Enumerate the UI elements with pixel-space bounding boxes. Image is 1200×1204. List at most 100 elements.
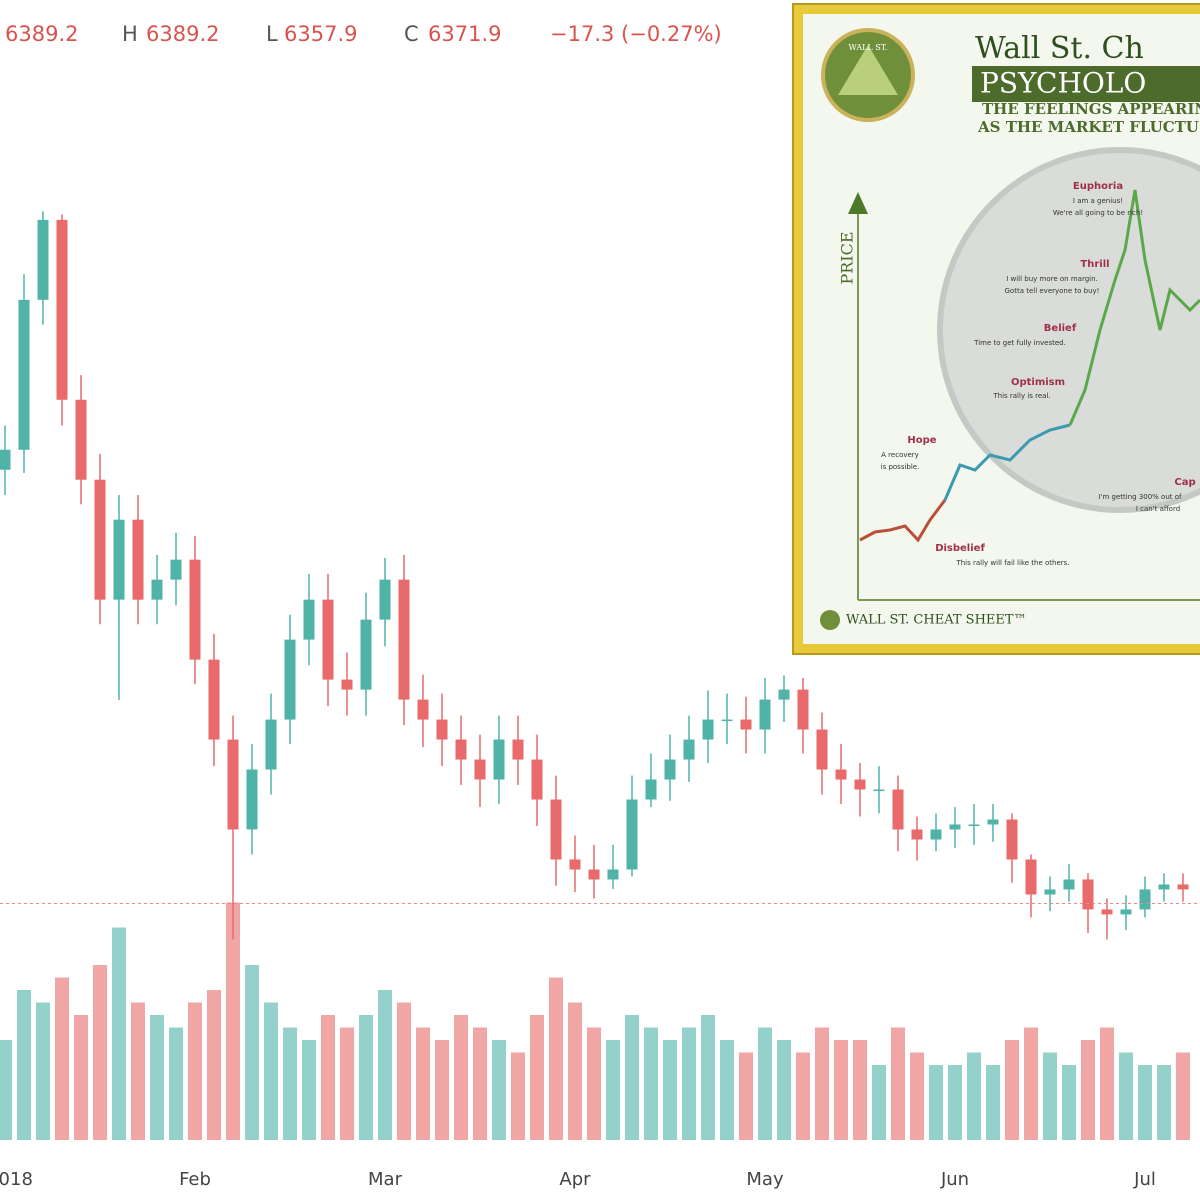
volume-bar <box>929 1065 943 1140</box>
inset-subtitle-2: AS THE MARKET FLUCTU <box>977 118 1199 136</box>
candle-body <box>398 579 410 700</box>
candle-body <box>569 859 581 870</box>
volume-bar <box>815 1027 829 1140</box>
volume-bar <box>606 1040 620 1140</box>
candle-body <box>835 769 847 780</box>
inset-curve <box>859 499 947 543</box>
stage-caption: This rally will fail like the others. <box>955 559 1069 567</box>
x-tick-label: Feb <box>179 1169 211 1190</box>
candle-body <box>626 799 638 870</box>
stage-caption: I can't afford <box>1136 505 1180 513</box>
volume-bar <box>682 1027 696 1140</box>
volume-bar <box>587 1027 601 1140</box>
volume-bar <box>644 1027 658 1140</box>
x-tick-label: 2018 <box>0 1169 33 1190</box>
candle-body <box>1082 879 1094 910</box>
candle-body <box>531 759 543 800</box>
candle-body <box>0 449 11 470</box>
volume-bar <box>1138 1065 1152 1140</box>
x-tick-label: Jun <box>940 1169 969 1190</box>
candle-body <box>151 579 163 600</box>
candle-body <box>265 719 277 770</box>
stage-name: Thrill <box>1080 259 1109 270</box>
stage-name: Hope <box>907 435 936 446</box>
candle-body <box>1101 909 1113 915</box>
candle-body <box>1063 879 1075 890</box>
candle-body <box>721 719 733 722</box>
inset-title: Wall St. Ch <box>975 31 1144 66</box>
high-value: 6389.2 <box>146 22 219 46</box>
volume-bar <box>720 1040 734 1140</box>
candle-body <box>683 739 695 760</box>
candle-body <box>588 869 600 880</box>
candle-body <box>949 824 961 830</box>
candle-body <box>436 719 448 740</box>
volume-bar <box>207 990 221 1140</box>
volume-bar <box>1005 1040 1019 1140</box>
low-label: L <box>266 22 278 46</box>
volume-bar <box>36 1002 50 1140</box>
candle-body <box>474 759 486 780</box>
stage-name: Euphoria <box>1073 181 1123 192</box>
candle-body <box>322 599 334 680</box>
candle-body <box>645 779 657 800</box>
x-tick-label: Mar <box>368 1169 403 1190</box>
volume-bar <box>625 1015 639 1140</box>
candle-body <box>702 719 714 740</box>
open-value: 6389.2 <box>5 22 78 46</box>
volume-bar <box>568 1002 582 1140</box>
candle-body <box>94 479 106 600</box>
volume-bar <box>321 1015 335 1140</box>
inset-footer-logo <box>820 610 840 630</box>
candle-body <box>930 829 942 840</box>
candle-body <box>227 739 239 830</box>
candle-body <box>170 559 182 580</box>
volume-bar <box>1024 1027 1038 1140</box>
volume-bar <box>17 990 31 1140</box>
candle-body <box>18 299 30 450</box>
candle-body <box>75 399 87 480</box>
inset-pyramid <box>838 45 898 95</box>
volume-bar <box>359 1015 373 1140</box>
candle-body <box>873 789 885 791</box>
candle-body <box>550 799 562 860</box>
inset-subtitle: THE FEELINGS APPEARIN <box>982 100 1200 118</box>
candle-body <box>1120 909 1132 915</box>
stage-caption: Time to get fully invested. <box>973 339 1066 347</box>
volume-bar <box>131 1002 145 1140</box>
volume-bar <box>1043 1052 1057 1140</box>
volume-bar <box>777 1040 791 1140</box>
stage-caption: We're all going to be rich! <box>1053 209 1143 217</box>
volume-bar <box>473 1027 487 1140</box>
volume-bar <box>796 1052 810 1140</box>
candle-body <box>493 739 505 780</box>
volume-bar <box>1062 1065 1076 1140</box>
stage-name: Optimism <box>1011 377 1065 388</box>
volume-bar <box>397 1002 411 1140</box>
inset-image: WALL ST. Wall St. Ch PSYCHOLO THE FEELIN… <box>792 3 1200 655</box>
candle-body <box>341 679 353 690</box>
candle-body <box>816 729 828 770</box>
candle-body <box>246 769 258 830</box>
volume-bar <box>416 1027 430 1140</box>
inset-footer: WALL ST. CHEAT SHEET™ <box>846 613 1027 628</box>
inset-title-band <box>972 66 1200 102</box>
stage-name: Disbelief <box>935 543 985 554</box>
candle-body <box>797 689 809 730</box>
inset-arrow <box>848 192 868 214</box>
candle-body <box>607 869 619 880</box>
volume-bar <box>834 1040 848 1140</box>
volume-bar <box>74 1015 88 1140</box>
x-tick-label: Apr <box>559 1169 591 1190</box>
close-label: C <box>404 22 419 46</box>
volume-bar <box>340 1027 354 1140</box>
inset-curve <box>943 423 1071 501</box>
stage-name: Cap <box>1174 477 1195 488</box>
volume-bar <box>853 1040 867 1140</box>
volume-bar <box>663 1040 677 1140</box>
stage-caption: is possible. <box>881 463 920 471</box>
inset-curve <box>1068 189 1200 426</box>
volume-bar <box>1157 1065 1171 1140</box>
candle-body <box>1044 889 1056 895</box>
volume-bar <box>758 1027 772 1140</box>
